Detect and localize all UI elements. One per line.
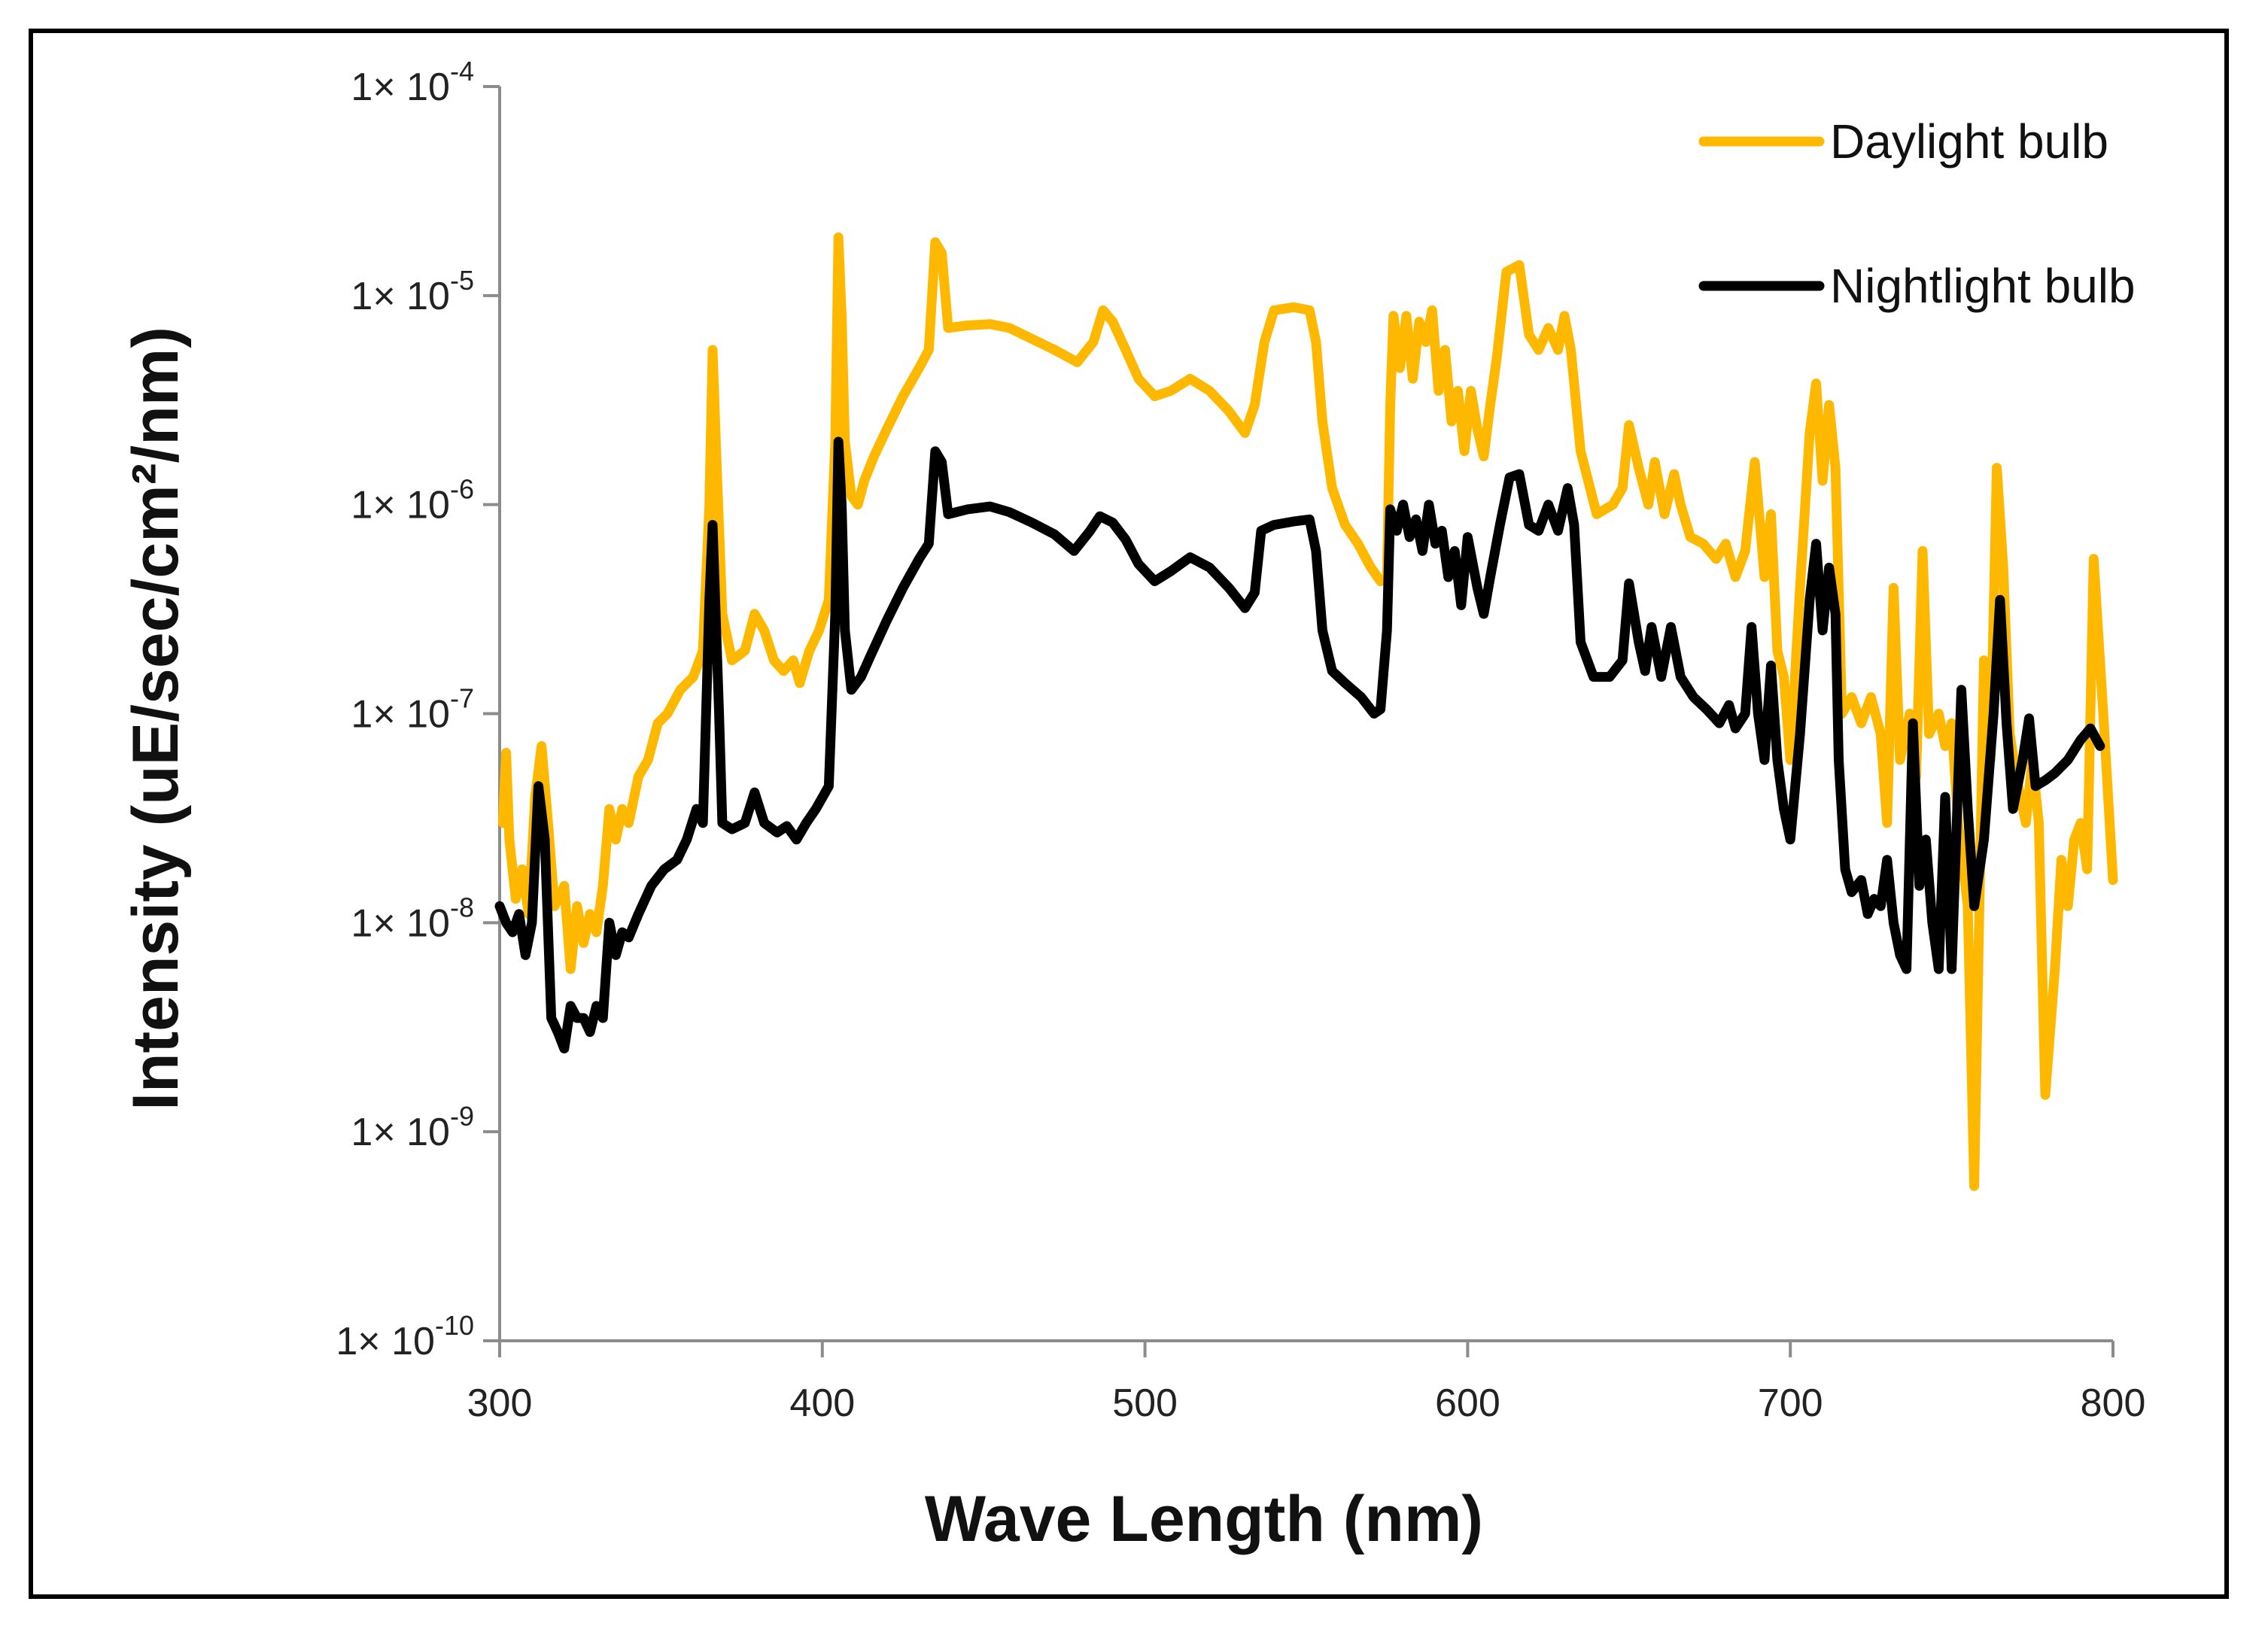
y-tick-label: 1× 10-5 — [351, 265, 474, 318]
y-tick-label: 1× 10-8 — [351, 892, 474, 945]
x-tick-label: 600 — [1435, 1381, 1500, 1425]
legend-label-daylight-bulb: Daylight bulb — [1830, 114, 2108, 169]
x-axis-title: Wave Length (nm) — [925, 1483, 1483, 1555]
y-tick-label-exponent: -9 — [450, 1101, 474, 1132]
y-tick-label: 1× 10-6 — [351, 474, 474, 527]
y-tick-label: 1× 10-9 — [351, 1101, 474, 1154]
y-tick-label-base: 1× 10 — [351, 901, 450, 945]
series-layer — [494, 232, 2118, 1191]
y-tick-label-exponent: -5 — [450, 265, 474, 296]
y-axis-title: Intensity (uE/sec/cm²/nm) — [120, 327, 192, 1111]
legend-label-nightlight-bulb: Nightlight bulb — [1830, 259, 2136, 313]
y-tick-label-base: 1× 10 — [336, 1320, 435, 1363]
series-line-nightlight-bulb — [494, 436, 2105, 1054]
y-tick-label-exponent: -8 — [450, 892, 474, 922]
y-tick-label-exponent: -4 — [450, 56, 474, 87]
y-tick-label-exponent: -7 — [450, 683, 474, 714]
y-tick-label-exponent: -10 — [435, 1310, 474, 1341]
axes-layer: 1× 10-101× 10-91× 10-81× 10-71× 10-61× 1… — [336, 56, 2145, 1425]
y-tick-label: 1× 10-7 — [351, 683, 474, 737]
y-tick-label-base: 1× 10 — [351, 1111, 450, 1154]
y-tick-label-exponent: -6 — [450, 474, 474, 505]
y-tick-label-base: 1× 10 — [351, 693, 450, 737]
x-tick-label: 300 — [467, 1381, 533, 1425]
x-tick-label: 400 — [789, 1381, 855, 1425]
y-tick-label: 1× 10-4 — [351, 56, 474, 109]
y-tick-label-base: 1× 10 — [351, 65, 450, 109]
y-tick-label-base: 1× 10 — [351, 484, 450, 527]
x-tick-label: 700 — [1758, 1381, 1823, 1425]
x-tick-label: 500 — [1112, 1381, 1178, 1425]
legend: Daylight bulb Nightlight bulb — [1698, 114, 2136, 313]
y-tick-label: 1× 10-10 — [336, 1310, 474, 1363]
x-tick-label: 800 — [2081, 1381, 2146, 1425]
chart-frame — [29, 29, 2229, 1599]
series-line-daylight-bulb — [497, 232, 2118, 1191]
y-tick-label-base: 1× 10 — [351, 275, 450, 318]
